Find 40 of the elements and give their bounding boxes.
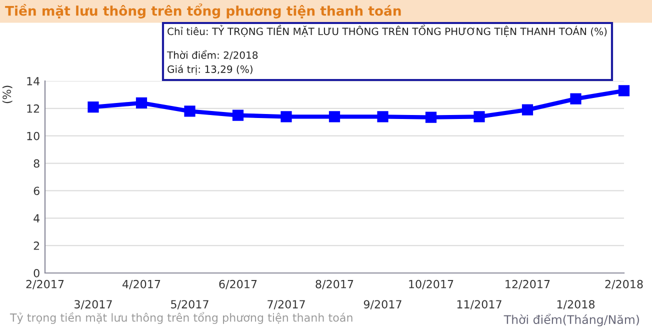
point [377,111,388,122]
point [232,110,244,121]
x-tick-label: 4/2017 [122,280,160,290]
y-tick-label: 4 [34,214,40,222]
x-tick-label: 8/2017 [316,280,354,290]
y-tick-label: 10 [27,132,40,140]
y-tick-label: 2 [34,242,40,250]
y-tick-label: 0 [34,268,40,278]
x-tick-label: 1/2018 [557,300,595,310]
x-tick-label: 7/2017 [268,300,305,310]
x-tick-label: 5/2017 [171,300,208,310]
x-tick-label: 2/2017 [26,280,64,290]
x-tick-label: 12/2017 [506,280,550,290]
point [618,85,630,96]
point [425,112,437,123]
chart-title: Tiền mặt lưu thông trên tổng phương tiện thanh toán [5,4,401,18]
text: Chỉ tiêu: TỶ TRỌNG TIỀN MẶT LƯU THÔNG TRÊN TỔNG PHƯƠNG TIỆN THANH TOÁN (%) [168,24,607,37]
point [88,102,99,113]
text: Tỷ trọng tiền mặt lưu thông trên tổng phương tiện thanh toán [10,312,352,324]
point [184,106,196,117]
point [570,93,582,104]
point [522,104,534,116]
y-tick-label: 14 [27,77,40,86]
text: Giá trị: 13,29 (%) [168,64,252,75]
x-tick-label: 9/2017 [364,300,402,310]
x-tick-label: 11/2017 [457,300,502,310]
x-axis-title: Thời điểm(Tháng/Năm) [504,314,639,326]
x-tick-label: 2/2018 [605,280,643,290]
point [328,111,340,122]
x-tick-label: 3/2017 [74,300,112,310]
point [136,97,148,108]
point [280,111,292,122]
y-axis-title: (%) [2,86,12,104]
y-tick-label: 8 [34,159,40,168]
y-tick-label: 6 [34,186,40,196]
x-tick-label: 6/2017 [219,280,257,290]
point [474,111,485,122]
y-tick-label: 12 [27,104,40,113]
x-tick-label: 10/2017 [409,280,454,290]
text: Thời điểm: 2/2018 [166,50,258,60]
